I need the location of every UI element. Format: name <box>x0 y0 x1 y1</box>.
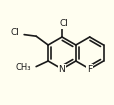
Text: Cl: Cl <box>10 28 19 37</box>
Text: Cl: Cl <box>59 19 68 28</box>
Text: F: F <box>86 65 91 74</box>
Text: N: N <box>58 64 65 74</box>
Text: CH₃: CH₃ <box>16 63 31 72</box>
